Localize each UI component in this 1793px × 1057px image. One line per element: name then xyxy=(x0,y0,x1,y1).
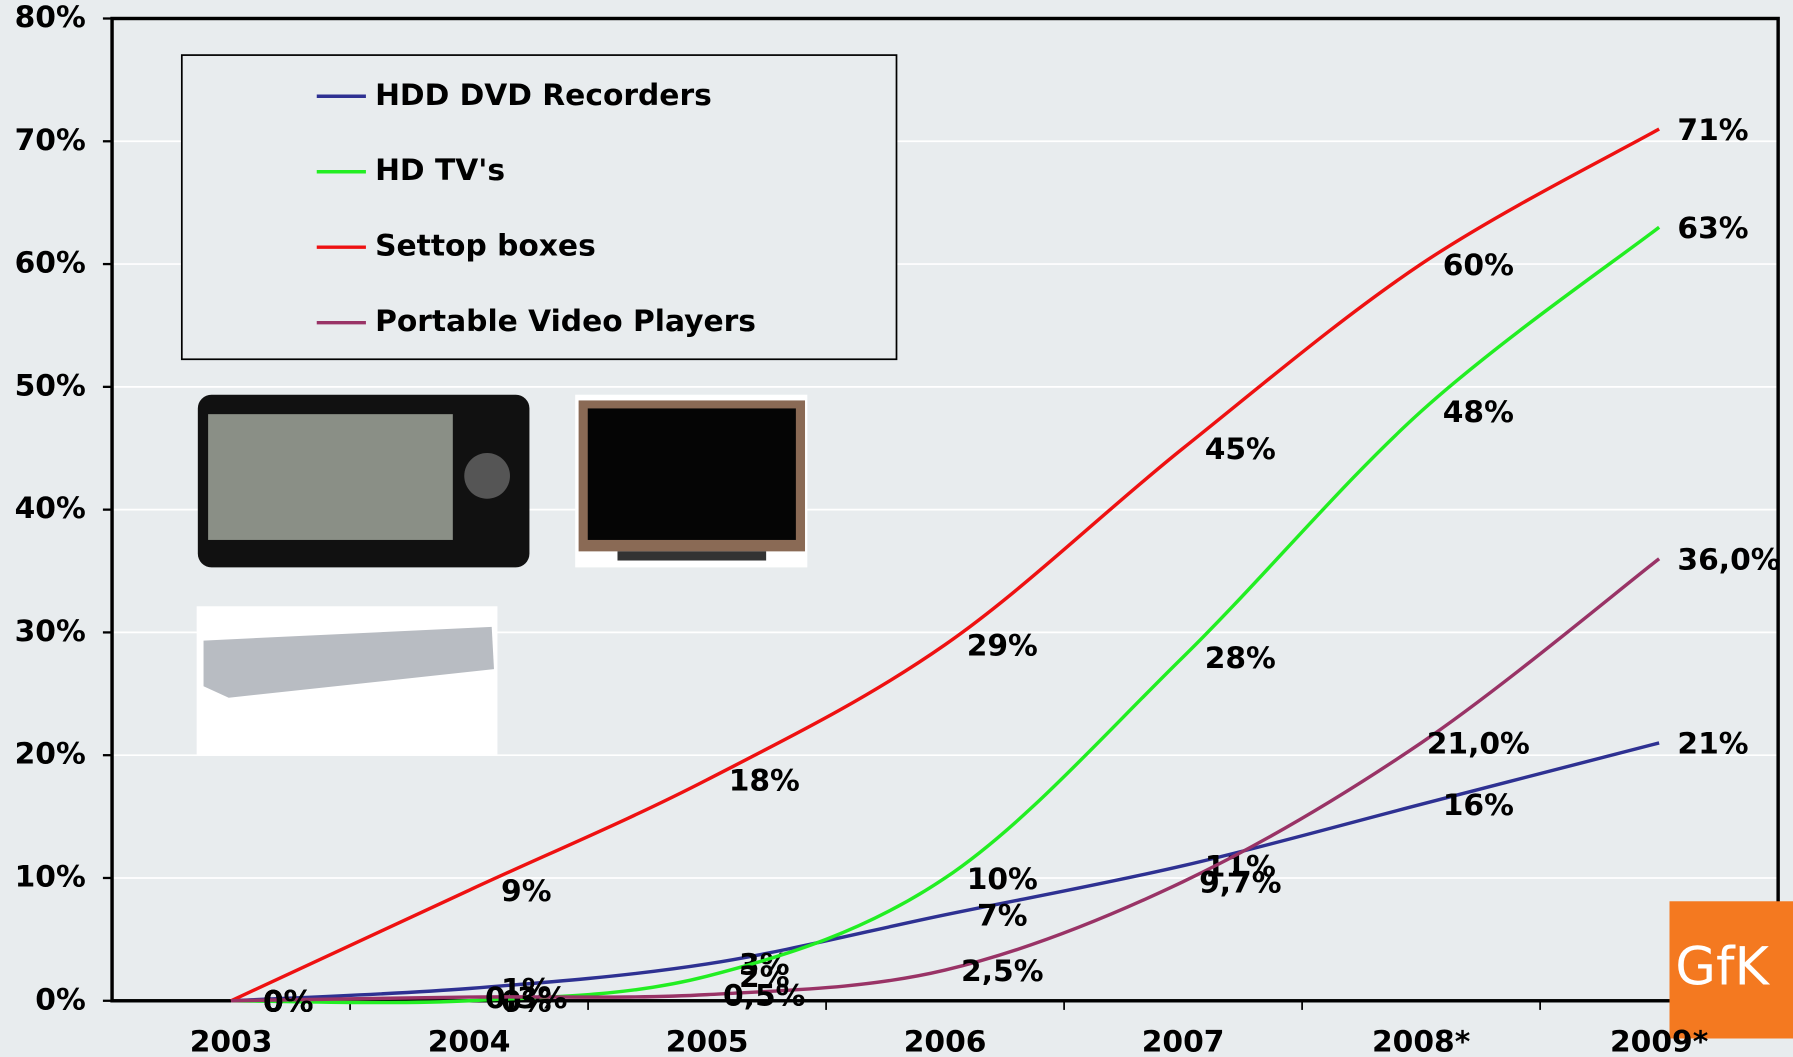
data-label: 60% xyxy=(1443,248,1514,283)
data-label: 0% xyxy=(263,985,313,1020)
recorder-body xyxy=(203,626,494,698)
y-tick-label: 80% xyxy=(15,0,86,35)
data-label: 21,0% xyxy=(1427,727,1530,762)
data-label: 1% xyxy=(501,972,551,1007)
y-tick-label: 70% xyxy=(15,123,86,158)
legend-label: HDD DVD Recorders xyxy=(375,78,712,113)
data-label: 45% xyxy=(1205,432,1276,467)
data-label: 10% xyxy=(967,862,1038,897)
y-tick-label: 10% xyxy=(15,859,86,894)
data-label: 0% xyxy=(501,985,551,1020)
data-label: 18% xyxy=(729,764,800,799)
data-label: 28% xyxy=(1205,641,1276,676)
logo-box xyxy=(1669,901,1793,1039)
data-label: 7% xyxy=(977,899,1027,934)
x-tick-label: 2009* xyxy=(1610,1025,1708,1057)
series-line xyxy=(231,225,1661,1005)
player-screen xyxy=(208,414,453,540)
x-tick-label: 2004 xyxy=(428,1025,511,1057)
data-label: 0,3% xyxy=(485,981,567,1016)
y-tick-label: 0% xyxy=(35,982,85,1017)
y-tick-label: 60% xyxy=(15,246,86,281)
x-tick-label: 2003 xyxy=(190,1025,273,1057)
legend-box xyxy=(180,54,898,361)
logo: GfK xyxy=(1675,937,1770,998)
series-line xyxy=(231,557,1661,1003)
data-label: 0,5% xyxy=(723,978,805,1013)
legend-label: Portable Video Players xyxy=(375,304,756,339)
data-label: 29% xyxy=(967,628,1038,663)
data-label: 0% xyxy=(263,985,313,1020)
device-images xyxy=(196,394,808,755)
data-label: 9,7% xyxy=(1199,865,1281,900)
tv-screen xyxy=(587,408,796,540)
data-label: 71% xyxy=(1677,113,1748,148)
data-label: 0% xyxy=(263,985,313,1020)
y-tick-label: 30% xyxy=(15,614,86,649)
series-line xyxy=(230,741,1660,1003)
y-tick-label: 20% xyxy=(15,737,86,772)
data-label: 21% xyxy=(1677,727,1748,762)
series-line xyxy=(230,127,1660,1003)
x-tick-label: 2007 xyxy=(1142,1025,1225,1057)
legend-label: Settop boxes xyxy=(375,229,596,264)
data-label: 36,0% xyxy=(1677,543,1780,578)
tv-stand xyxy=(617,551,767,561)
data-label: 63% xyxy=(1677,211,1748,246)
y-tick-label: 50% xyxy=(15,368,86,403)
y-tick-label: 40% xyxy=(15,491,86,526)
x-tick-label: 2005 xyxy=(666,1025,749,1057)
data-label: 9% xyxy=(501,874,551,909)
x-tick-label: 2006 xyxy=(904,1025,987,1057)
x-tick-label: 2008* xyxy=(1372,1025,1470,1057)
player-wheel xyxy=(464,453,510,499)
data-label: 2,5% xyxy=(961,954,1043,989)
legend-label: HD TV's xyxy=(375,153,505,188)
data-label: 16% xyxy=(1443,788,1514,823)
data-label: 48% xyxy=(1443,395,1514,430)
